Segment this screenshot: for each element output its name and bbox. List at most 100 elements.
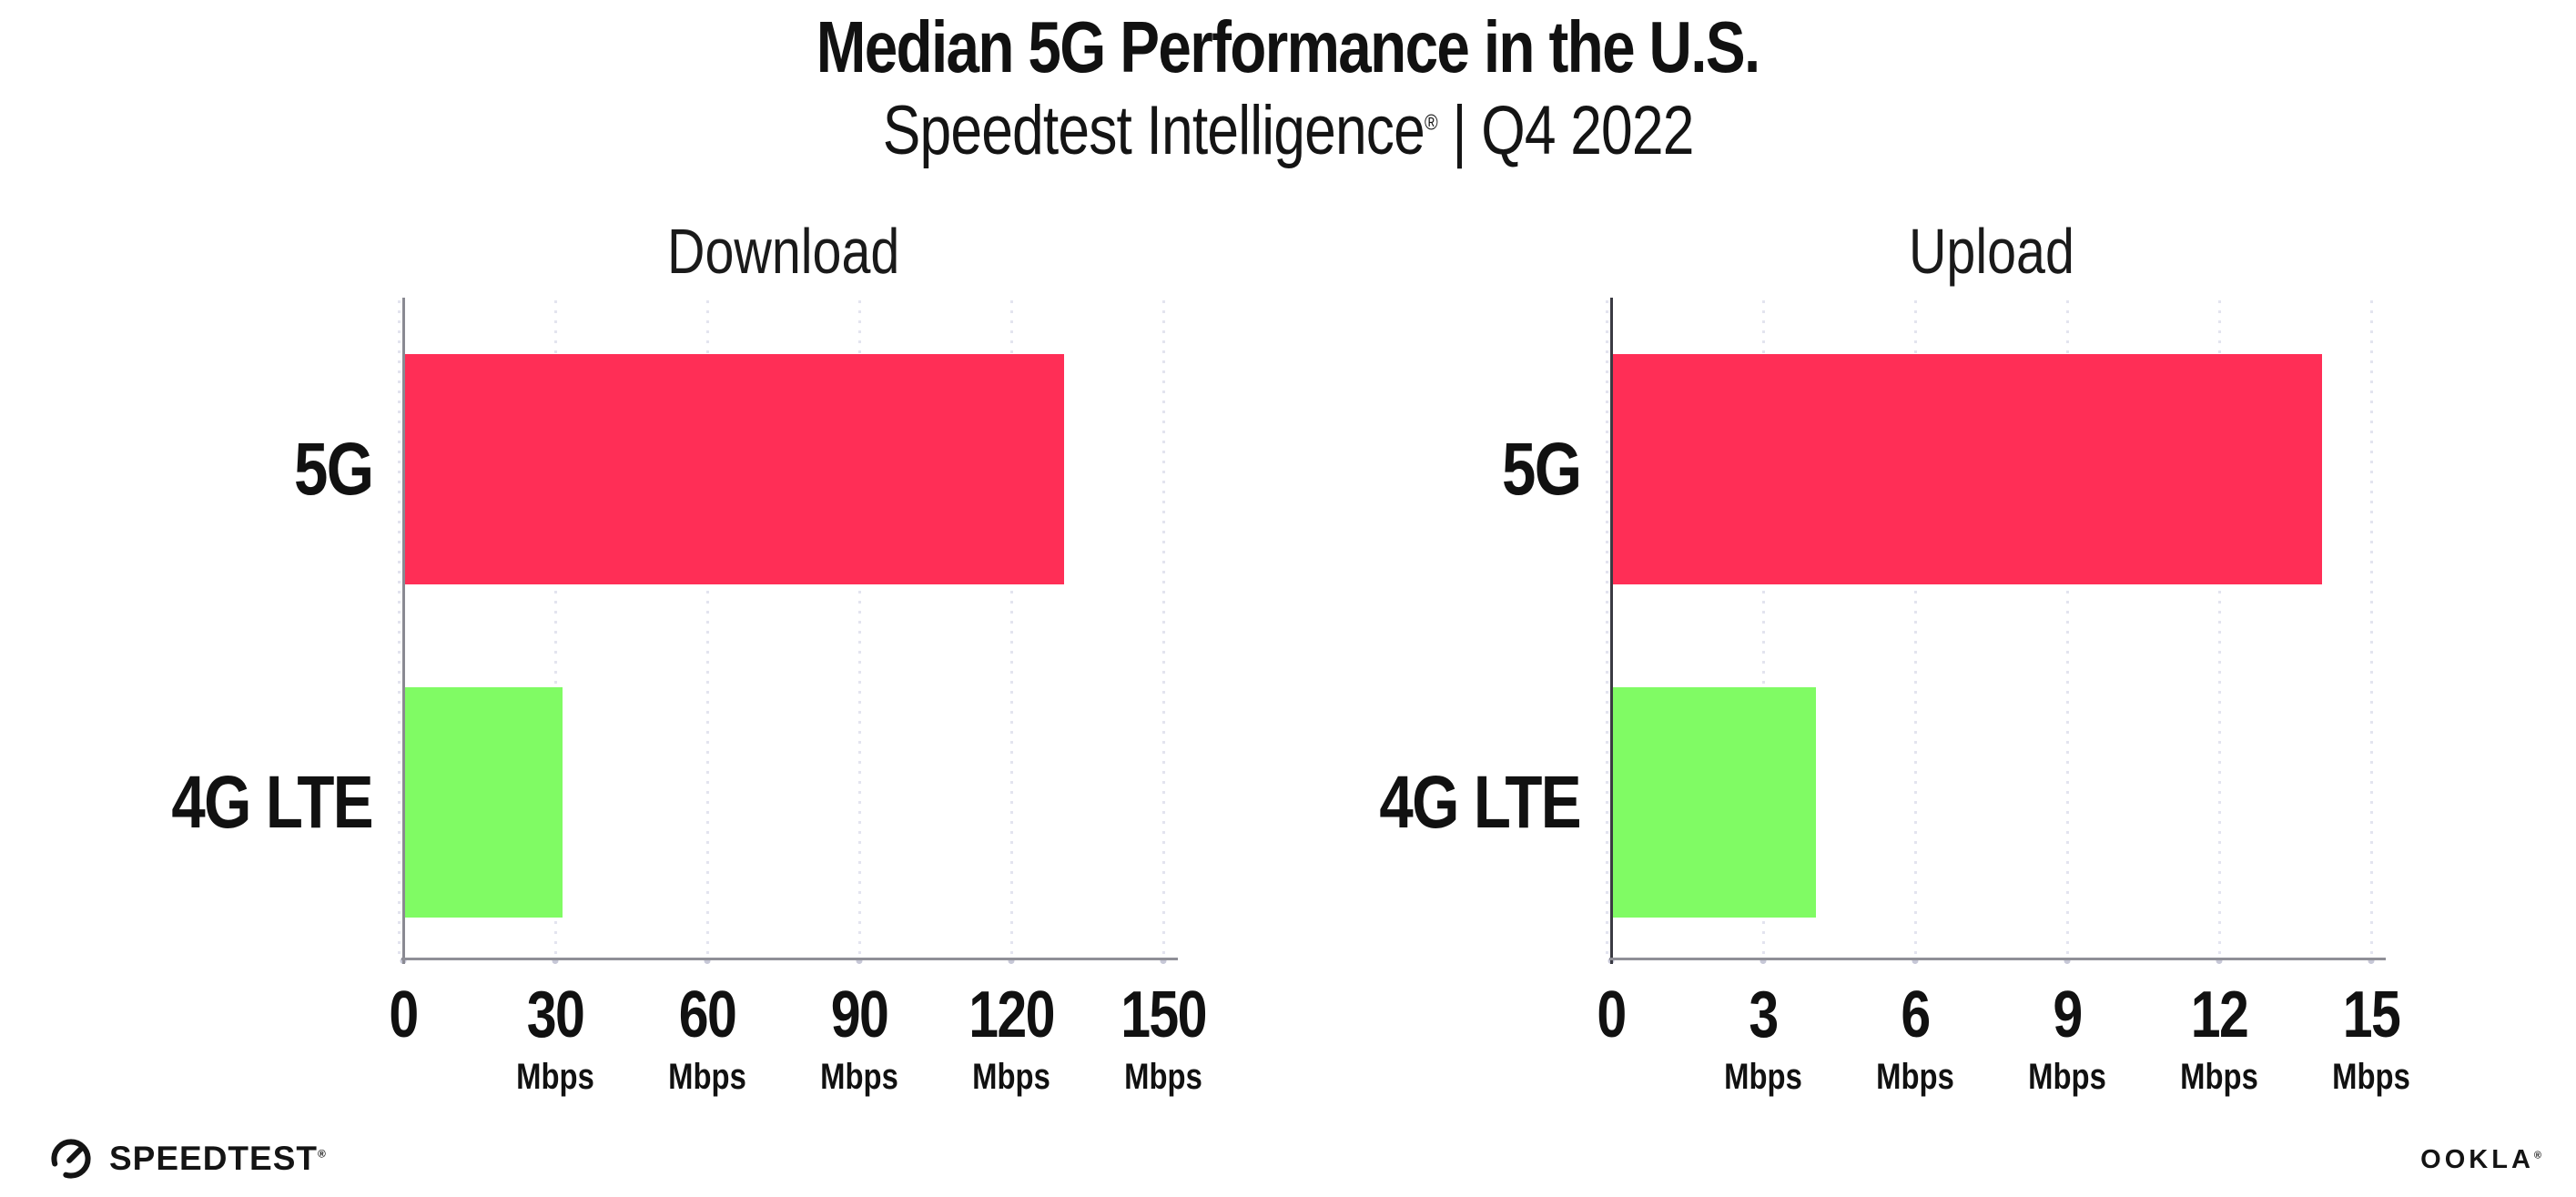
gridline-3 bbox=[1762, 300, 1765, 959]
bar-5g bbox=[1613, 354, 2323, 585]
subtitle-period: | Q4 2022 bbox=[1436, 92, 1694, 169]
x-tick-unit: Mbps bbox=[1124, 1057, 1202, 1097]
download-chart: Download 0 30 Mbps 60 Mbps 90 Mbps 120 Mbps 150 Mb… bbox=[171, 216, 1207, 1095]
x-tick-number: 3 bbox=[1749, 979, 1779, 1051]
upload-chart: Upload 0 3 Mbps 6 Mbps 9 Mbps 12 Mbps 15 Mbps 5G 4G … bbox=[1379, 216, 2410, 1095]
gauge-icon bbox=[51, 1139, 91, 1179]
x-tick-unit: Mbps bbox=[668, 1057, 746, 1097]
x-tick-label-inner: 90 Mbps bbox=[820, 982, 898, 1095]
x-tick-label-6: 6 Mbps bbox=[1868, 982, 1962, 1095]
x-tick-number: 6 bbox=[1901, 979, 1931, 1051]
page-title-text: Median 5G Performance in the U.S. bbox=[816, 6, 1760, 87]
registered-mark: ® bbox=[1424, 110, 1438, 136]
x-tick-number: 9 bbox=[2053, 979, 2083, 1051]
ookla-logo: OOKLA® bbox=[2420, 1145, 2545, 1175]
x-tick-label-inner: 30 Mbps bbox=[516, 982, 594, 1095]
x-tick-number: 15 bbox=[2342, 979, 2401, 1051]
page-subtitle: Speedtest Intelligence® | Q4 2022 bbox=[0, 91, 2576, 170]
bar-4g-lte bbox=[405, 687, 563, 918]
x-tick-unit: Mbps bbox=[2332, 1057, 2410, 1097]
axis-tick-150 bbox=[1160, 958, 1167, 964]
x-tick-label-30: 30 Mbps bbox=[508, 982, 603, 1095]
speedtest-logo: SPEEDTEST® bbox=[47, 1135, 327, 1182]
x-tick-label-0: 0 bbox=[1594, 982, 1628, 1048]
axis-tick-9 bbox=[2064, 958, 2071, 964]
gridline-15 bbox=[2370, 300, 2373, 959]
gridline-150 bbox=[1162, 300, 1165, 959]
x-tick-number: 90 bbox=[830, 979, 889, 1051]
subtitle-brand: Speedtest Intelligence bbox=[882, 92, 1425, 169]
x-tick-label-150: 150 Mbps bbox=[1111, 982, 1215, 1095]
axis-tick-12 bbox=[2216, 958, 2223, 964]
x-tick-number: 30 bbox=[526, 979, 585, 1051]
x-tick-label-60: 60 Mbps bbox=[660, 982, 755, 1095]
x-tick-label-inner: 60 Mbps bbox=[668, 982, 746, 1095]
page-title: Median 5G Performance in the U.S. bbox=[0, 5, 2576, 89]
y-axis-spine bbox=[1610, 298, 1613, 964]
axis-tick-30 bbox=[552, 958, 559, 964]
speedtest-wordmark: SPEEDTEST® bbox=[109, 1140, 327, 1177]
y-label-5g: 5G bbox=[293, 427, 374, 511]
bar-4g-lte bbox=[1613, 687, 1816, 918]
x-tick-unit: Mbps bbox=[972, 1057, 1050, 1097]
download-chart-title: Download bbox=[666, 216, 900, 287]
gridline-120 bbox=[1010, 300, 1013, 959]
gridline-12 bbox=[2218, 300, 2221, 959]
ookla-wordmark: OOKLA bbox=[2420, 1145, 2534, 1174]
gridline-90 bbox=[858, 300, 861, 959]
x-tick-number: 0 bbox=[389, 979, 419, 1051]
axis-tick-15 bbox=[2368, 958, 2375, 964]
gridline-0 bbox=[398, 300, 401, 959]
y-axis-spine bbox=[402, 298, 405, 964]
x-tick-label-15: 15 Mbps bbox=[2324, 982, 2419, 1095]
x-tick-label-inner: 0 bbox=[1597, 979, 1627, 1051]
x-tick-unit: Mbps bbox=[2180, 1057, 2258, 1097]
x-tick-unit: Mbps bbox=[1724, 1057, 1802, 1097]
x-tick-label-0: 0 bbox=[386, 982, 421, 1048]
x-tick-label-90: 90 Mbps bbox=[812, 982, 907, 1095]
x-tick-unit: Mbps bbox=[1876, 1057, 1954, 1097]
gridline-0 bbox=[1606, 300, 1608, 959]
axis-tick-120 bbox=[1008, 958, 1015, 964]
download-plot-area: 0 30 Mbps 60 Mbps 90 Mbps 120 Mbps 150 Mbps 5G 4G LT… bbox=[171, 298, 1207, 1095]
x-tick-label-inner: 15 Mbps bbox=[2332, 982, 2410, 1095]
speedtest-registered-mark: ® bbox=[318, 1147, 327, 1161]
x-tick-number: 60 bbox=[678, 979, 737, 1051]
axis-tick-60 bbox=[704, 958, 711, 964]
y-label-5g: 5G bbox=[1501, 427, 1582, 511]
x-tick-label-inner: 3 Mbps bbox=[1724, 982, 1802, 1095]
x-tick-number: 0 bbox=[1597, 979, 1627, 1051]
axis-tick-3 bbox=[1760, 958, 1767, 964]
x-tick-label-120: 120 Mbps bbox=[959, 982, 1063, 1095]
x-tick-label-9: 9 Mbps bbox=[2020, 982, 2115, 1095]
x-tick-number: 120 bbox=[969, 979, 1055, 1051]
gridline-60 bbox=[706, 300, 709, 959]
x-tick-label-inner: 12 Mbps bbox=[2180, 982, 2258, 1095]
x-tick-unit: Mbps bbox=[516, 1057, 594, 1097]
x-tick-unit: Mbps bbox=[820, 1057, 898, 1097]
x-tick-number: 12 bbox=[2190, 979, 2249, 1051]
gridline-30 bbox=[554, 300, 557, 959]
axis-tick-90 bbox=[856, 958, 863, 964]
gridline-6 bbox=[1914, 300, 1917, 959]
x-tick-label-inner: 120 Mbps bbox=[969, 979, 1055, 1097]
x-tick-number: 150 bbox=[1121, 979, 1207, 1051]
x-tick-label-inner: 0 bbox=[389, 979, 419, 1051]
y-label-4g-lte: 4G LTE bbox=[1379, 760, 1581, 844]
x-tick-label-12: 12 Mbps bbox=[2172, 982, 2267, 1095]
bar-5g bbox=[405, 354, 1064, 585]
upload-chart-title: Upload bbox=[1908, 216, 2074, 287]
page-subtitle-text: Speedtest Intelligence® | Q4 2022 bbox=[882, 91, 1695, 170]
x-tick-label-3: 3 Mbps bbox=[1716, 982, 1810, 1095]
ookla-registered-mark: ® bbox=[2533, 1150, 2545, 1161]
upload-plot-area: 0 3 Mbps 6 Mbps 9 Mbps 12 Mbps 15 Mbps 5G 4G LTE bbox=[1379, 298, 2410, 1095]
x-axis-line bbox=[401, 958, 1178, 960]
x-axis-line bbox=[1609, 958, 2386, 960]
x-tick-label-inner: 6 Mbps bbox=[1876, 982, 1954, 1095]
x-tick-label-inner: 150 Mbps bbox=[1121, 979, 1207, 1097]
y-label-4g-lte: 4G LTE bbox=[171, 760, 373, 844]
x-tick-unit: Mbps bbox=[2028, 1057, 2106, 1097]
gridline-9 bbox=[2066, 300, 2069, 959]
axis-tick-6 bbox=[1912, 958, 1919, 964]
